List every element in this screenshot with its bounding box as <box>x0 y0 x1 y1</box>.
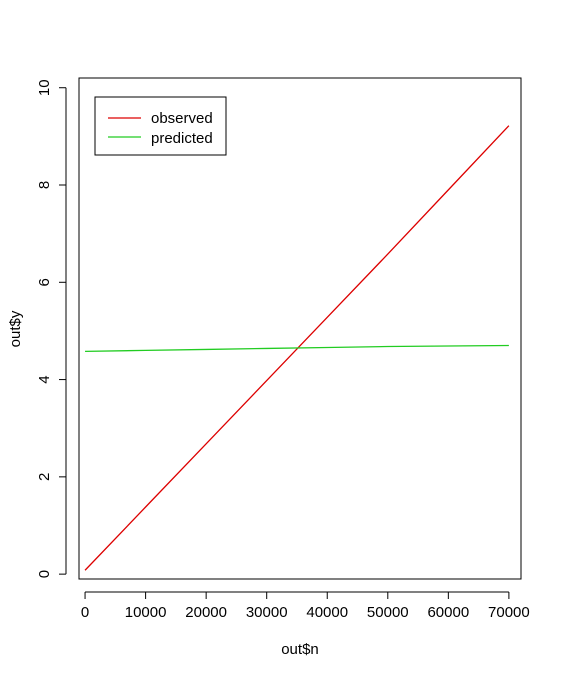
x-tick-label: 20000 <box>185 604 227 621</box>
y-tick-label: 0 <box>36 570 53 578</box>
x-tick-label: 10000 <box>125 604 167 621</box>
legend: observed predicted <box>94 96 227 156</box>
legend-observed-label: observed <box>151 110 213 127</box>
y-tick-label: 8 <box>36 181 53 189</box>
x-axis-label: out$n <box>281 641 319 658</box>
series-layer <box>84 125 510 571</box>
x-tick-label: 30000 <box>246 604 288 621</box>
x-tick-label: 70000 <box>488 604 530 621</box>
x-tick-label: 50000 <box>367 604 409 621</box>
plot-frame <box>78 77 522 580</box>
series-observed-line <box>84 125 510 571</box>
y-tick-label: 2 <box>36 473 53 481</box>
series-predicted-line <box>85 344 509 353</box>
y-tick-label: 4 <box>36 375 53 383</box>
x-axis: 0 10000 20000 30000 40000 50000 60000 70000 <box>81 591 530 621</box>
x-tick-label: 60000 <box>427 604 469 621</box>
y-axis: 0 2 4 6 8 10 <box>36 79 67 578</box>
x-tick-label: 0 <box>81 604 89 621</box>
y-axis-label: out$y <box>7 310 24 347</box>
x-tick-label: 40000 <box>306 604 348 621</box>
y-tick-label: 10 <box>36 79 53 96</box>
legend-box <box>94 96 227 156</box>
y-tick-label: 6 <box>36 278 53 286</box>
legend-predicted-label: predicted <box>151 130 213 147</box>
